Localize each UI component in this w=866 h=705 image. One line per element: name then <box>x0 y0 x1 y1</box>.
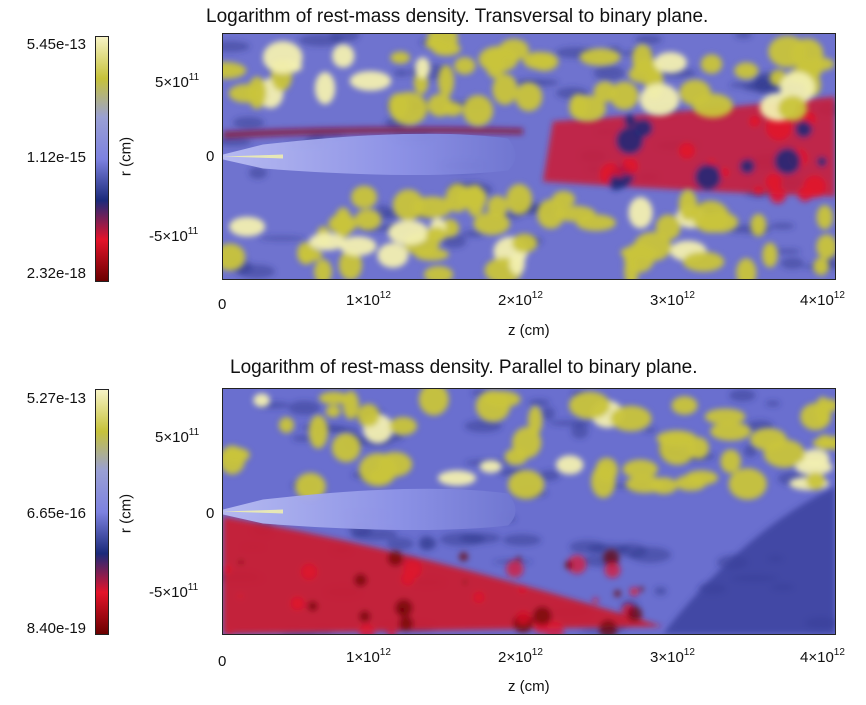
x-tick-label: 3×1012 <box>650 290 695 309</box>
colorbar-mid-label: 6.65e-16 <box>26 505 86 522</box>
x-tick-label: 0 <box>218 296 227 313</box>
x-axis-label: z (cm) <box>508 678 550 695</box>
colorbar-max-label: 5.45e-13 <box>26 36 86 53</box>
chart-title: Logarithm of rest-mass density. Parallel… <box>230 357 698 378</box>
colorbar-min-label: 2.32e-18 <box>26 265 86 282</box>
x-tick-label: 0 <box>218 653 227 670</box>
x-axis-label: z (cm) <box>508 322 550 339</box>
y-tick-label: 0 <box>206 505 215 522</box>
heatmap-image <box>223 389 835 634</box>
x-tick-label: 4×1012 <box>800 290 845 309</box>
x-tick-label: 4×1012 <box>800 647 845 666</box>
x-tick-label: 2×1012 <box>498 290 543 309</box>
y-tick-label: -5×1011 <box>149 226 199 245</box>
chart-title: Logarithm of rest-mass density. Transver… <box>206 6 709 27</box>
y-axis-label: r (cm) <box>117 136 135 177</box>
x-tick-label: 1×1012 <box>346 647 391 666</box>
y-tick-label: 0 <box>206 148 215 165</box>
colorbar <box>95 36 109 282</box>
heatmap-image <box>223 34 835 279</box>
colorbar-min-label: 8.40e-19 <box>26 620 86 637</box>
colorbar-max-label: 5.27e-13 <box>26 390 86 407</box>
colorbar <box>95 389 109 635</box>
y-axis-label: r (cm) <box>117 493 135 534</box>
heatmap-plot <box>222 388 836 635</box>
x-tick-label: 3×1012 <box>650 647 695 666</box>
y-tick-label: 5×1011 <box>155 427 200 446</box>
x-tick-label: 2×1012 <box>498 647 543 666</box>
y-tick-label: 5×1011 <box>155 72 200 91</box>
colorbar-mid-label: 1.12e-15 <box>26 149 86 166</box>
y-tick-label: -5×1011 <box>149 582 199 601</box>
heatmap-plot <box>222 33 836 280</box>
x-tick-label: 1×1012 <box>346 290 391 309</box>
